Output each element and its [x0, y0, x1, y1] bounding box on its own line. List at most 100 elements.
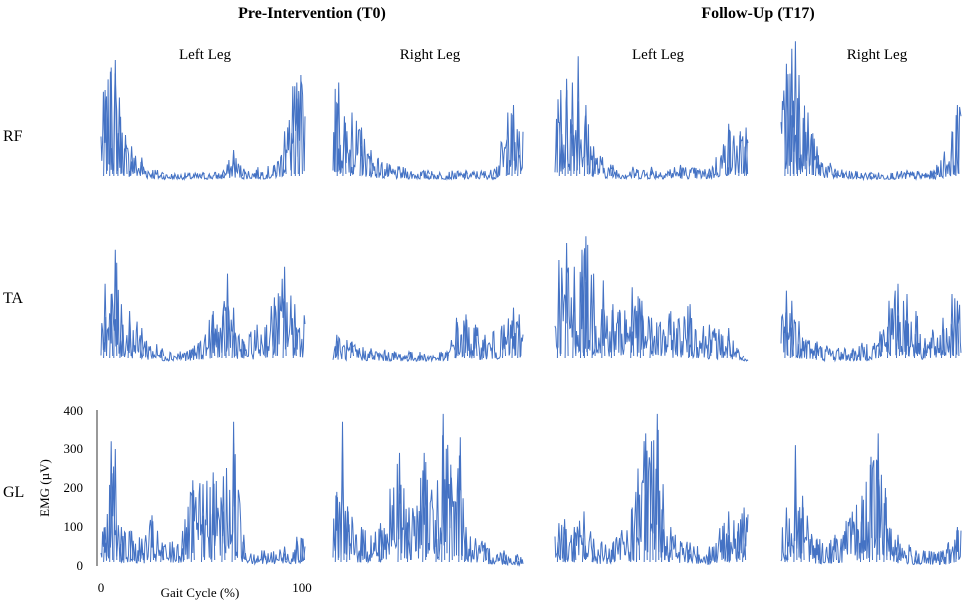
emg-peak [572, 266, 577, 359]
emg-peak [932, 169, 936, 177]
emg-peak [458, 437, 463, 563]
emg-peak [591, 146, 596, 177]
emg-peak [869, 456, 873, 563]
emg-peak [221, 476, 226, 563]
emg-peak [119, 526, 124, 563]
emg-peak [941, 550, 945, 563]
emg-peak [582, 511, 586, 563]
emg-peak [876, 433, 881, 563]
emg-peak [336, 82, 341, 177]
emg-peak [726, 511, 731, 563]
emg-peak [211, 310, 216, 359]
emg-peak [896, 283, 900, 359]
emg-peak [636, 468, 640, 563]
leg-label-pre-right: Right Leg [400, 47, 461, 63]
emg-peak [896, 534, 900, 563]
emg-peak [784, 507, 789, 563]
emg-peak [860, 495, 864, 563]
leg-label-follow-right: Right Leg [847, 47, 908, 63]
emg-peak [950, 293, 954, 359]
emg-peak [139, 327, 144, 359]
emg-peak [272, 164, 277, 177]
emg-peak [282, 546, 287, 563]
emg-peak [502, 550, 506, 563]
emg-peak [426, 169, 430, 177]
emg-peak [435, 480, 440, 563]
emg-peak [221, 307, 226, 359]
emg-traces [100, 41, 962, 567]
emg-peak [564, 242, 569, 359]
emg-peak [800, 495, 805, 563]
group-title-pre: Pre-Intervention (T0) [238, 5, 386, 22]
emg-trace-ta-follow-right [780, 290, 962, 363]
emg-trace-ta-pre-right [332, 318, 524, 363]
emg-peak [180, 530, 185, 563]
emg-peak [290, 86, 295, 177]
emg-peak [117, 97, 122, 177]
emg-peak [789, 300, 794, 359]
leg-label-follow-left: Left Leg [632, 47, 685, 63]
x-tick-label: 0 [98, 580, 105, 595]
emg-peak [334, 334, 339, 359]
emg-peak [511, 307, 516, 359]
emg-peak [610, 164, 615, 177]
emg-peak [448, 464, 453, 563]
emg-peak [201, 171, 205, 177]
emg-peak [649, 441, 654, 563]
emg-peak [221, 169, 226, 177]
emg-peak [441, 413, 446, 563]
emg-peak [591, 273, 596, 359]
y-tick-label: 100 [64, 519, 84, 534]
emg-peak [815, 538, 819, 563]
emg-peak [601, 280, 606, 359]
emg-peak [517, 131, 522, 177]
emg-peak [127, 310, 132, 359]
leg-label-pre-left: Left Leg [179, 47, 232, 63]
emg-peak [231, 421, 236, 563]
emg-trace-rf-pre-right [332, 88, 524, 181]
emg-peak [464, 314, 468, 359]
emg-peak [464, 169, 468, 177]
emg-peak [610, 542, 615, 563]
emg-peak [517, 314, 522, 359]
emg-peak [806, 112, 810, 177]
emg-peak [688, 542, 693, 563]
emg-peak [160, 348, 165, 359]
emg-peak [113, 249, 118, 359]
emg-peak [103, 283, 108, 359]
emg-peak [505, 112, 510, 177]
emg-peak [397, 452, 402, 563]
emg-peak [726, 123, 731, 177]
emg-peak [580, 249, 584, 359]
emg-peak [583, 236, 588, 359]
emg-peak [649, 166, 654, 177]
emg-peak [359, 526, 364, 563]
emg-peak [639, 300, 644, 359]
emg-peak [738, 131, 743, 177]
emg-peak [103, 89, 108, 177]
emg-peak [688, 304, 693, 359]
y-tick-label: 400 [64, 403, 84, 418]
emg-peak [119, 304, 124, 359]
emg-peak [955, 104, 960, 177]
emg-peak [678, 164, 683, 177]
emg-peak [707, 324, 712, 359]
emg-peak [350, 112, 354, 177]
emg-peak [464, 526, 468, 563]
emg-peak [369, 348, 373, 359]
emg-peak [740, 355, 745, 360]
emg-peak [923, 338, 927, 359]
emg-peak [815, 146, 819, 177]
emg-peak [190, 480, 195, 563]
emg-peak [359, 127, 364, 177]
emg-peak [793, 445, 798, 563]
emg-peak [744, 127, 749, 177]
emg-peak [231, 307, 236, 359]
emg-peak [789, 48, 794, 177]
emg-peak [129, 146, 134, 177]
emg-peak [492, 168, 497, 177]
emg-peak [109, 441, 114, 563]
emg-peak [190, 348, 195, 359]
emg-peak [139, 157, 144, 177]
emg-peak [851, 348, 855, 359]
